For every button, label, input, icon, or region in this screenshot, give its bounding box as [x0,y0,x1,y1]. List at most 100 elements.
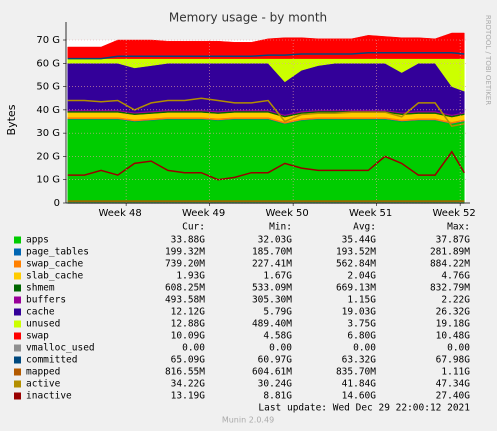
legend-swatch [14,320,21,328]
legend-swatch [14,308,21,316]
stat-value: 10.09G [171,331,206,342]
stat-value: 562.84M [336,259,376,270]
stats-header: Max: [447,222,470,233]
stat-value: 669.13M [336,283,376,294]
stat-value: 30.24G [258,379,293,390]
line-committed [67,52,465,60]
legend-swatch [14,332,21,340]
y-tick-label: 20 G [36,151,60,162]
stat-value: 8.81G [263,391,292,402]
legend-swatch [14,284,21,292]
legend-label: shmem [26,283,55,294]
legend-label: vmalloc_used [26,343,95,354]
stat-value: 0.00 [353,343,376,354]
stat-value: 816.55M [165,367,205,378]
stat-value: 0.00 [269,343,292,354]
stat-value: 3.75G [347,319,376,330]
legend-label: page_tables [26,247,89,258]
stat-value: 489.40M [252,319,292,330]
plot [67,32,465,204]
stat-value: 34.22G [171,379,206,390]
stat-value: 199.32M [165,247,205,258]
legend-swatch [14,356,21,364]
stat-value: 0.00 [182,343,205,354]
stat-value: 493.58M [165,295,205,306]
stat-value: 33.88G [171,235,206,246]
legend-swatch [14,272,21,280]
line-inactive [67,150,465,181]
stat-value: 10.48G [436,331,471,342]
y-tick-label: 40 G [36,105,60,116]
stat-value: 2.22G [441,295,470,306]
stat-value: 1.15G [347,295,376,306]
stat-value: 533.09M [252,283,292,294]
stat-value: 12.12G [171,307,206,318]
legend-label: mapped [26,367,60,378]
legend-label: committed [26,355,77,366]
legend-label: apps [26,235,49,246]
legend-label: slab_cache [26,271,83,282]
line-active [67,97,465,128]
stat-value: 12.88G [171,319,206,330]
stat-value: 739.20M [165,259,205,270]
stat-value: 185.70M [252,247,292,258]
stats-header: Min: [269,222,292,233]
y-axis-label: Bytes [5,104,18,135]
stat-value: 32.03G [258,235,293,246]
stats-header: Avg: [353,222,376,233]
stat-value: 41.84G [342,379,377,390]
stat-value: 305.30M [252,295,292,306]
legend-swatch [14,380,21,388]
legend-swatch [14,296,21,304]
grid [66,39,466,204]
stat-value: 227.41M [252,259,292,270]
y-tick-label: 70 G [36,35,60,46]
legend-label: active [26,379,61,390]
x-tick-label: Week 51 [349,208,392,219]
stat-value: 60.97G [258,355,293,366]
x-tick-label: Week 50 [265,208,308,219]
legend-swatch [14,236,21,244]
stat-value: 6.80G [347,331,376,342]
stat-value: 47.34G [436,379,471,390]
stat-value: 0.00 [447,343,470,354]
side-text: RRDTOOL / TOBI OETIKER [484,15,492,105]
x-tick-label: Week 48 [98,208,141,219]
legend-label: swap_cache [26,259,83,270]
stat-value: 4.76G [441,271,470,282]
stat-value: 884.22M [430,259,470,270]
stat-value: 5.79G [263,307,292,318]
legend-label: cache [26,307,55,318]
stat-value: 4.58G [263,331,292,342]
y-tick-label: 50 G [36,82,60,93]
chart-title: Memory usage - by month [169,11,327,25]
stat-value: 1.11G [441,367,470,378]
legend-swatch [14,368,21,376]
stat-value: 1.67G [263,271,292,282]
legend-swatch [14,260,21,268]
stat-value: 14.60G [342,391,377,402]
stat-value: 604.61M [252,367,292,378]
area-swap [67,32,465,59]
y-tick-label: 60 G [36,58,60,69]
stat-value: 19.03G [342,307,377,318]
x-tick-label: Week 49 [182,208,225,219]
stat-value: 19.18G [436,319,471,330]
stat-value: 281.89M [430,247,470,258]
stat-value: 193.52M [336,247,376,258]
stat-value: 27.40G [436,391,471,402]
stat-value: 1.93G [176,271,205,282]
legend-label: swap [26,331,49,342]
y-tick-label: 10 G [36,175,60,186]
y-tick-label: 30 G [36,128,60,139]
stat-value: 2.04G [347,271,376,282]
stat-value: 65.09G [171,355,206,366]
stat-value: 835.70M [336,367,376,378]
legend-label: buffers [26,295,66,306]
legend-swatch [14,392,21,400]
footer: Munin 2.0.49 [222,416,274,425]
stat-value: 608.25M [165,283,205,294]
legend-label: inactive [26,391,72,402]
